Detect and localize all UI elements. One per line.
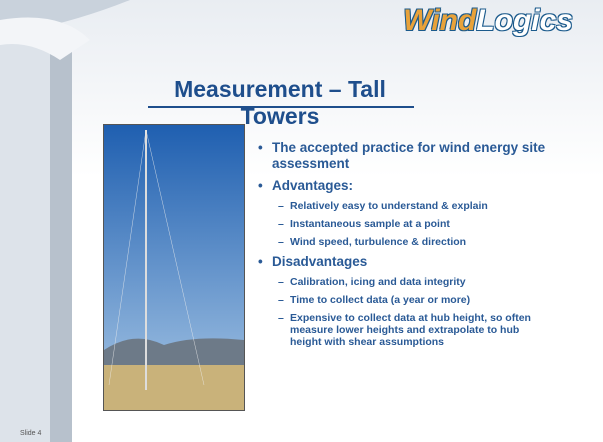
sub-bullet: Time to collect data (a year or more): [278, 294, 548, 306]
bullet: Advantages:: [258, 178, 548, 194]
bullet: The accepted practice for wind energy si…: [258, 140, 548, 172]
slide-title: Measurement – Tall Towers: [174, 76, 386, 129]
sub-bullet: Relatively easy to understand & explain: [278, 200, 548, 212]
slide-number: Slide 4: [20, 430, 42, 437]
sub-bullet: Calibration, icing and data integrity: [278, 276, 548, 288]
sub-bullet: Expensive to collect data at hub height,…: [278, 312, 548, 348]
bullet-list: The accepted practice for wind energy si…: [258, 140, 548, 354]
logo: WindLogics: [403, 4, 573, 38]
tower-photo: [103, 124, 245, 411]
title-rule: [148, 106, 414, 108]
logo-part: Wind: [403, 4, 477, 37]
bullet: Disadvantages: [258, 254, 548, 270]
sub-bullet: Wind speed, turbulence & direction: [278, 236, 548, 248]
turbine-image: [0, 0, 130, 442]
sub-bullet: Instantaneous sample at a point: [278, 218, 548, 230]
logo-part: Logics: [476, 4, 573, 37]
